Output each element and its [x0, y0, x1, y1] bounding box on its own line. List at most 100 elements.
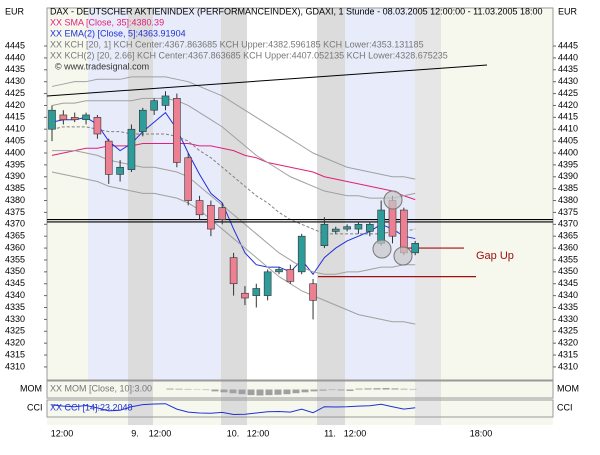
annotation: Gap Up	[476, 250, 514, 262]
y-tick-label: 4360	[5, 242, 25, 252]
candle-body	[139, 110, 146, 131]
momentum-bar	[302, 390, 309, 393]
y-tick-label-right: 4420	[558, 100, 578, 110]
cci-label-left: CCI	[27, 402, 43, 412]
y-tick-label-right: 4395	[558, 159, 578, 169]
y-tick-label-right: 4400	[558, 147, 578, 157]
candle-body	[83, 115, 90, 120]
x-tick-label: 10.	[227, 428, 240, 438]
y-tick-label-right: 4390	[558, 171, 578, 181]
currency-left: EUR	[5, 6, 25, 16]
momentum-bar	[284, 390, 291, 395]
momentum-bar	[383, 388, 390, 390]
y-tick-label: 4395	[5, 159, 25, 169]
y-tick-label-right: 4415	[558, 112, 578, 122]
candle-body	[162, 96, 169, 106]
candle-body	[71, 117, 78, 119]
y-tick-label-right: 4380	[558, 195, 578, 205]
y-tick-label-right: 4385	[558, 183, 578, 193]
y-tick-label: 4340	[5, 290, 25, 300]
candle-body	[60, 115, 67, 120]
momentum-bar	[293, 390, 300, 394]
y-tick-label-right: 4355	[558, 254, 578, 264]
x-tick-label: 12:00	[149, 428, 172, 438]
momentum-bar	[392, 388, 399, 389]
y-tick-label-right: 4320	[558, 338, 578, 348]
candle-body	[355, 224, 362, 229]
momentum-bar	[167, 389, 174, 390]
y-tick-label: 4315	[5, 349, 25, 359]
candle-body	[298, 236, 305, 272]
momentum-bar	[401, 389, 408, 390]
y-tick-label-right: 4345	[558, 278, 578, 288]
currency-right: EUR	[558, 6, 578, 16]
momentum-bar	[185, 389, 192, 390]
candle-body	[219, 208, 226, 220]
y-tick-label-right: 4330	[558, 314, 578, 324]
y-tick-label: 4415	[5, 112, 25, 122]
candle-body	[366, 224, 373, 231]
y-tick-label-right: 4440	[558, 52, 578, 62]
candle-body	[241, 293, 248, 298]
y-tick-label: 4410	[5, 124, 25, 134]
candle-body	[344, 227, 351, 229]
y-tick-label: 4385	[5, 183, 25, 193]
momentum-bar	[221, 390, 228, 393]
y-tick-label: 4405	[5, 135, 25, 145]
y-tick-label-right: 4325	[558, 326, 578, 336]
x-tick-label: 12:00	[51, 428, 74, 438]
x-tick-label: 12:00	[247, 428, 270, 438]
y-tick-label: 4320	[5, 338, 25, 348]
candle-body	[378, 210, 385, 243]
y-tick-label-right: 4365	[558, 231, 578, 241]
candle-body	[264, 272, 271, 296]
y-tick-label: 4365	[5, 231, 25, 241]
momentum-bar	[239, 390, 246, 395]
cci-legend: XX CCI [14]:23.2048	[50, 402, 133, 412]
y-tick-label: 4425	[5, 88, 25, 98]
candle-body	[105, 141, 112, 174]
momentum-bar	[329, 390, 336, 391]
candle-body	[287, 269, 294, 281]
candle-body	[185, 158, 192, 201]
candle-body	[49, 110, 56, 129]
candle-body	[207, 205, 214, 229]
momentum-bar	[356, 389, 363, 390]
legend-sma: XX SMA [Close, 35]:4380.39	[50, 17, 164, 27]
momentum-bar	[203, 390, 210, 391]
candle-body	[400, 210, 407, 253]
y-tick-label-right: 4430	[558, 76, 578, 86]
candle-body	[117, 167, 124, 174]
y-tick-label: 4400	[5, 147, 25, 157]
momentum-bar	[365, 388, 372, 389]
x-tick-label: 18:00	[470, 428, 493, 438]
momentum-bar	[212, 390, 219, 392]
y-tick-label: 4330	[5, 314, 25, 324]
x-tick-label: 11.	[324, 428, 336, 438]
legend-ema: XX EMA(2) [Close, 5]:4363.91904	[50, 28, 186, 38]
y-tick-label: 4335	[5, 302, 25, 312]
cci-label-right: CCI	[557, 402, 573, 412]
chart-title: DAX - DEUTSCHER AKTIENINDEX (PERFORMANCE…	[50, 6, 543, 16]
momentum-bar	[248, 390, 255, 396]
y-tick-label: 4345	[5, 278, 25, 288]
momentum-bar	[275, 390, 282, 395]
y-tick-label: 4445	[5, 40, 25, 50]
y-tick-label-right: 4435	[558, 64, 578, 74]
momentum-bar	[374, 388, 381, 389]
legend-kch2: XX KCH(2) [20, 2.66] KCH Center:4367.863…	[50, 50, 448, 60]
y-tick-label: 4370	[5, 219, 25, 229]
legend-kch: XX KCH [20, 1] KCH Center:4367.863685 KC…	[50, 39, 424, 49]
candle-body	[321, 224, 328, 245]
candle-body	[332, 229, 339, 231]
candle-body	[412, 243, 419, 253]
momentum-bar	[320, 390, 327, 391]
y-tick-label: 4355	[5, 254, 25, 264]
x-tick-label: 9.	[131, 428, 139, 438]
momentum-bar	[311, 390, 318, 392]
candle-body	[94, 117, 101, 134]
y-tick-label-right: 4360	[558, 242, 578, 252]
y-tick-label: 4325	[5, 326, 25, 336]
